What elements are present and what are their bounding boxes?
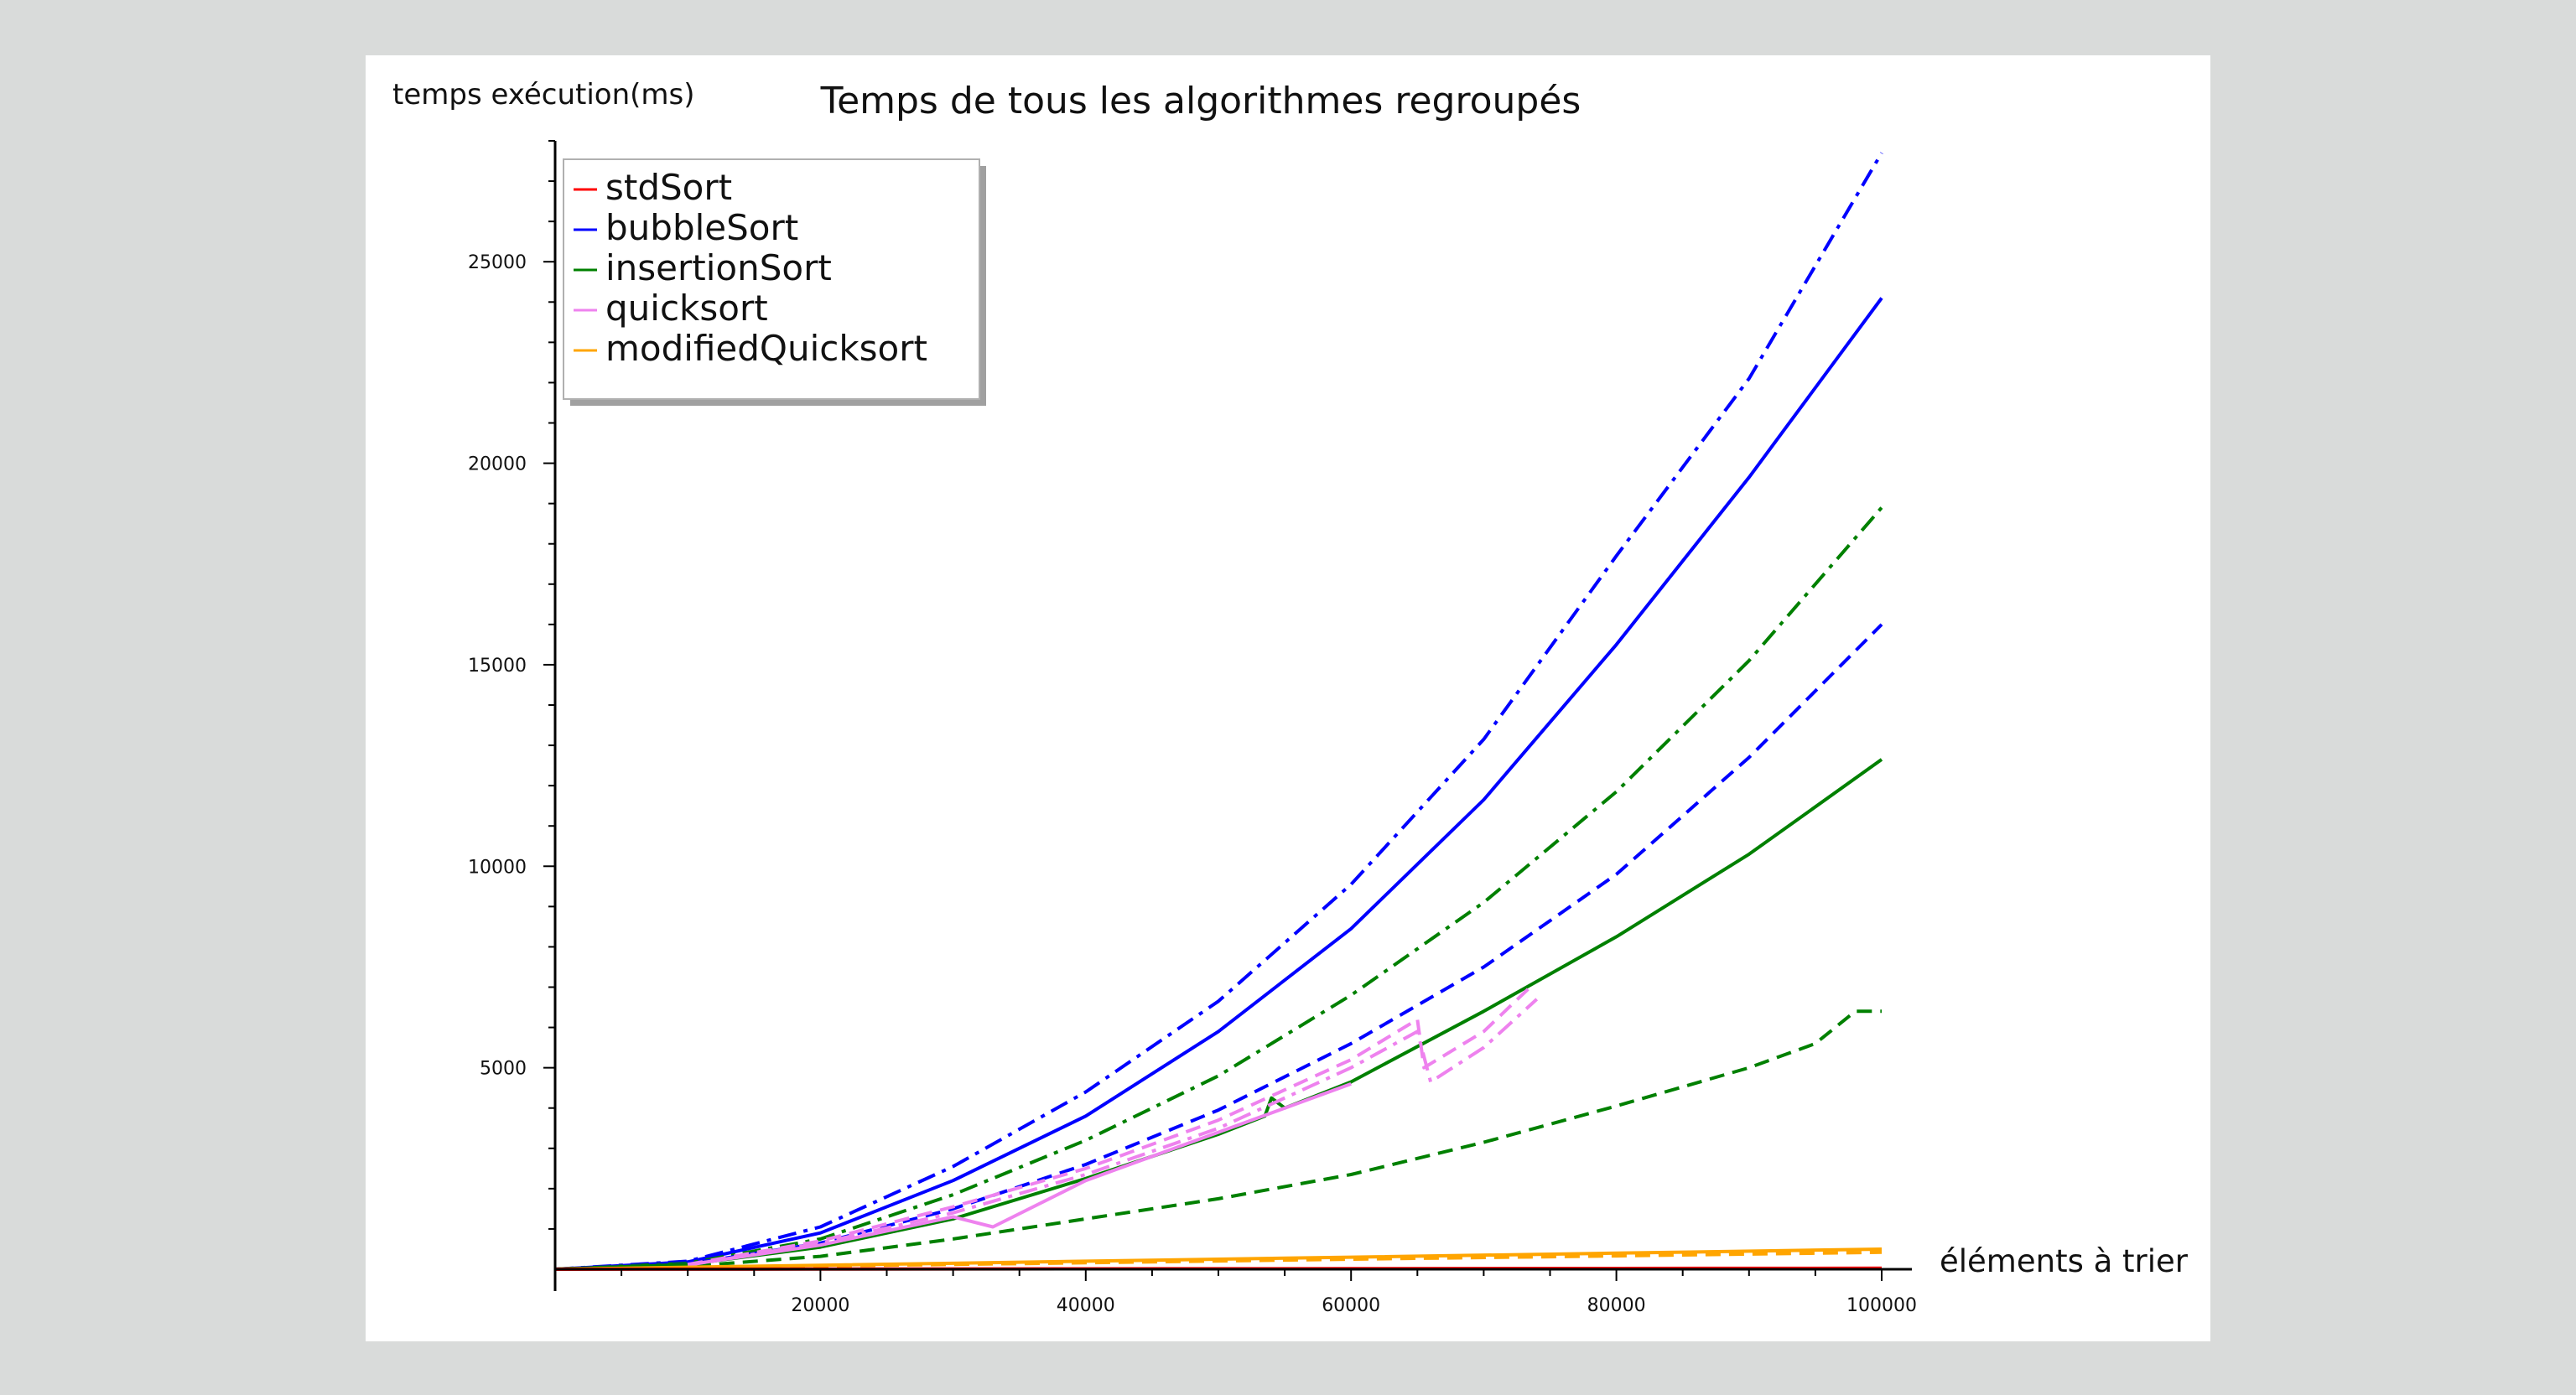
series-line-2 xyxy=(554,506,1883,1271)
legend-label-stdSort: stdSort xyxy=(605,167,732,208)
y-tick-label: 20000 xyxy=(468,454,527,475)
x-tick-label: 100000 xyxy=(1846,1295,1917,1316)
series-line-1 xyxy=(554,297,1883,1271)
series-line-5 xyxy=(554,1009,1882,1271)
x-tick-label: 80000 xyxy=(1587,1295,1646,1316)
y-tick-label: 15000 xyxy=(468,656,527,677)
legend-label-bubbleSort: bubbleSort xyxy=(605,207,798,248)
y-tick-label: 25000 xyxy=(468,252,527,273)
series-line-0 xyxy=(554,152,1883,1271)
series-line-8 xyxy=(687,1082,1352,1267)
x-axis-label: éléments à trier xyxy=(1940,1243,2189,1279)
x-tick-label: 60000 xyxy=(1322,1295,1380,1316)
series-line-4 xyxy=(554,758,1883,1271)
chart-title: Temps de tous les algorithmes regroupés xyxy=(820,80,1581,122)
axis-layer: 5000 10000 15000 20000 25000 20000 40000 60000 8… xyxy=(468,140,1917,1316)
x-tick-label: 20000 xyxy=(791,1295,849,1316)
legend-label-insertionSort: insertionSort xyxy=(605,247,832,288)
legend-label-modifiedQuicksort: modifiedQuicksort xyxy=(605,328,927,369)
x-tick-label: 40000 xyxy=(1057,1295,1115,1316)
legend: stdSortbubbleSortinsertionSortquicksortm… xyxy=(563,158,986,406)
y-tick-label: 10000 xyxy=(468,857,527,878)
series-line-3 xyxy=(554,623,1883,1271)
series-line-10 xyxy=(554,1250,1883,1271)
legend-box xyxy=(563,158,980,400)
y-axis-label: temps exécution(ms) xyxy=(392,78,695,111)
series-line-7 xyxy=(687,998,1539,1268)
y-tick-label: 5000 xyxy=(480,1059,527,1080)
legend-label-quicksort: quicksort xyxy=(605,288,768,329)
series-line-6 xyxy=(687,986,1532,1267)
